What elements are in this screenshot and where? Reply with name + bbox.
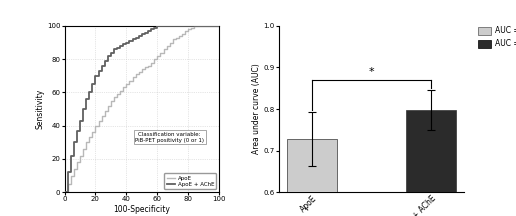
X-axis label: 100-Specificity: 100-Specificity (114, 205, 170, 214)
Y-axis label: Area under curve (AUC): Area under curve (AUC) (252, 64, 261, 154)
Bar (287, 139, 337, 216)
Text: *: * (369, 67, 375, 78)
Text: Classification variable:
PiB-PET positivity (0 or 1): Classification variable: PiB-PET positiv… (135, 132, 204, 143)
Y-axis label: Sensitivity: Sensitivity (35, 89, 44, 129)
Legend: ApoE, ApoE + AChE: ApoE, ApoE + AChE (165, 173, 216, 189)
Legend: AUC = 0.728, AUC = 0.798: AUC = 0.728, AUC = 0.798 (477, 26, 516, 48)
Bar (406, 110, 456, 216)
